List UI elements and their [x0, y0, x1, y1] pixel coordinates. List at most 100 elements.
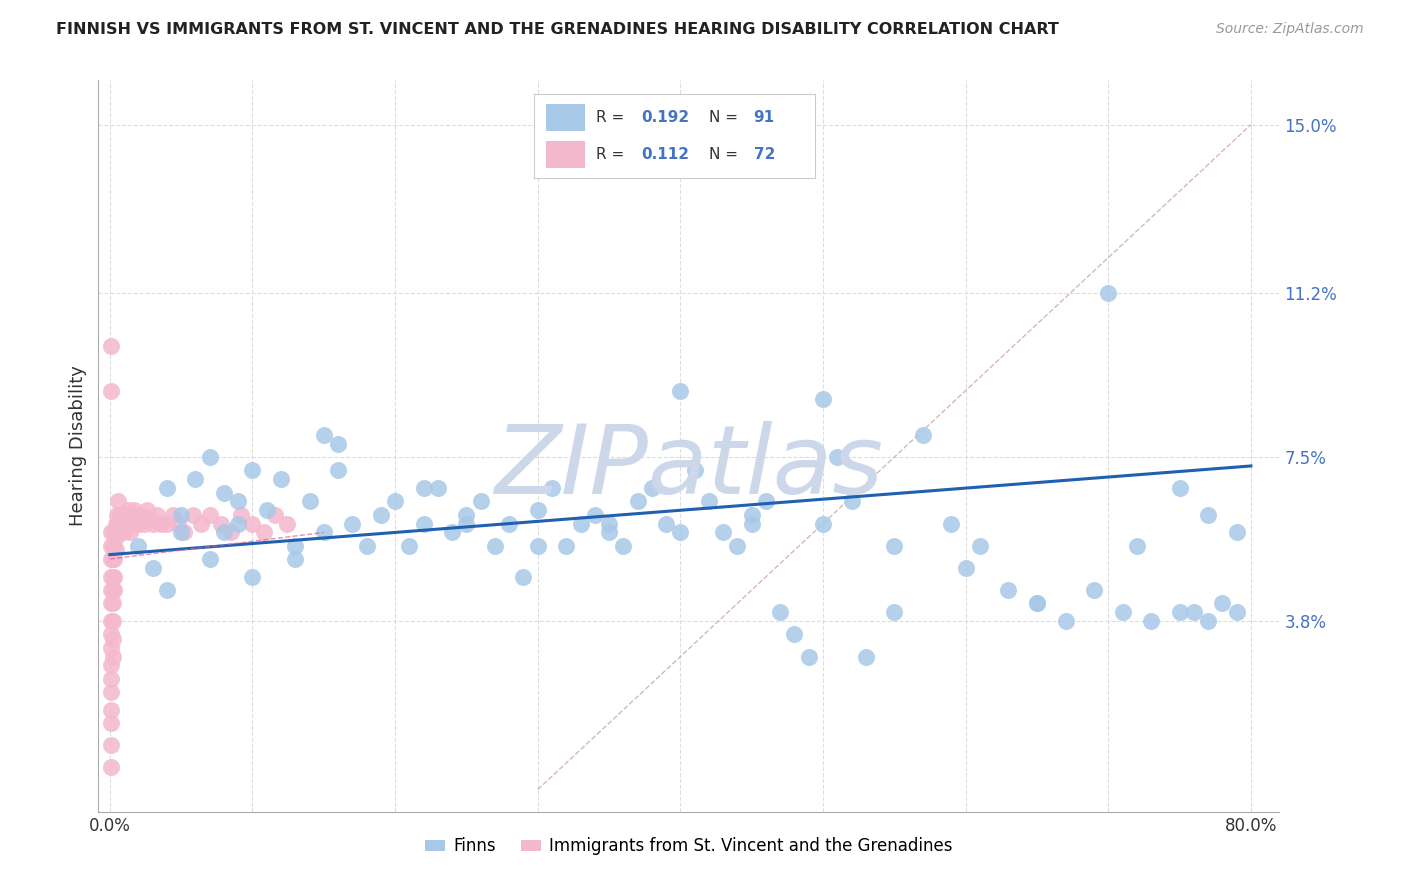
- Point: [284, 539, 307, 553]
- Point: [229, 508, 252, 522]
- Point: [711, 525, 734, 540]
- Point: [555, 539, 578, 553]
- Point: [219, 525, 242, 540]
- Point: [270, 472, 292, 486]
- Point: [181, 508, 204, 522]
- Point: [184, 472, 207, 486]
- Point: [107, 516, 129, 531]
- Point: [741, 516, 763, 531]
- Point: [115, 516, 138, 531]
- Y-axis label: Hearing Disability: Hearing Disability: [69, 366, 87, 526]
- Point: [242, 570, 264, 584]
- Point: [827, 450, 849, 464]
- Point: [1083, 583, 1105, 598]
- Point: [108, 525, 131, 540]
- Point: [100, 658, 122, 673]
- Point: [142, 516, 165, 531]
- Point: [697, 494, 720, 508]
- Point: [456, 508, 478, 522]
- Point: [100, 627, 122, 641]
- Point: [198, 552, 221, 566]
- Text: 91: 91: [754, 110, 775, 125]
- Point: [139, 512, 162, 526]
- Point: [398, 539, 420, 553]
- Point: [156, 583, 179, 598]
- Point: [326, 463, 349, 477]
- Point: [190, 516, 212, 531]
- Point: [253, 525, 276, 540]
- Point: [150, 516, 173, 531]
- Text: 0.112: 0.112: [641, 147, 689, 162]
- Point: [598, 525, 620, 540]
- Point: [100, 583, 122, 598]
- Point: [1182, 605, 1205, 619]
- Point: [100, 738, 122, 752]
- Text: FINNISH VS IMMIGRANTS FROM ST. VINCENT AND THE GRENADINES HEARING DISABILITY COR: FINNISH VS IMMIGRANTS FROM ST. VINCENT A…: [56, 22, 1059, 37]
- Text: N =: N =: [709, 147, 742, 162]
- Point: [226, 516, 249, 531]
- Point: [1211, 596, 1233, 610]
- Point: [1197, 508, 1219, 522]
- Point: [811, 392, 834, 407]
- Point: [103, 583, 125, 598]
- Point: [969, 539, 991, 553]
- Point: [209, 516, 232, 531]
- Point: [101, 614, 124, 628]
- Point: [101, 539, 124, 553]
- Point: [1197, 614, 1219, 628]
- Point: [104, 543, 127, 558]
- Point: [855, 649, 877, 664]
- Point: [100, 716, 122, 731]
- Point: [797, 649, 820, 664]
- Point: [284, 552, 307, 566]
- Point: [170, 525, 193, 540]
- Point: [112, 525, 135, 540]
- Point: [108, 508, 131, 522]
- Point: [1111, 605, 1133, 619]
- Point: [1140, 614, 1163, 628]
- Point: [1126, 539, 1149, 553]
- Point: [170, 508, 193, 522]
- Point: [100, 640, 122, 655]
- Point: [655, 516, 678, 531]
- Point: [498, 516, 520, 531]
- Bar: [546, 141, 585, 169]
- Point: [941, 516, 963, 531]
- Point: [124, 516, 146, 531]
- Point: [598, 516, 620, 531]
- Point: [120, 508, 142, 522]
- Point: [111, 508, 134, 522]
- Point: [811, 516, 834, 531]
- Point: [146, 508, 169, 522]
- Point: [121, 516, 143, 531]
- Point: [683, 463, 706, 477]
- Text: R =: R =: [596, 110, 630, 125]
- Point: [441, 525, 464, 540]
- Point: [312, 525, 335, 540]
- Point: [470, 494, 492, 508]
- Point: [101, 596, 124, 610]
- Point: [100, 384, 122, 398]
- Point: [264, 508, 287, 522]
- Point: [242, 463, 264, 477]
- Point: [100, 672, 122, 686]
- Point: [484, 539, 506, 553]
- Point: [242, 516, 264, 531]
- Point: [569, 516, 592, 531]
- Point: [167, 516, 190, 531]
- Point: [669, 384, 692, 398]
- Point: [101, 570, 124, 584]
- Point: [129, 508, 152, 522]
- Point: [276, 516, 298, 531]
- Point: [641, 481, 664, 495]
- Point: [370, 508, 392, 522]
- Point: [412, 516, 434, 531]
- Point: [426, 481, 449, 495]
- Point: [755, 494, 778, 508]
- Point: [1026, 596, 1049, 610]
- Point: [669, 525, 692, 540]
- Point: [125, 508, 148, 522]
- Point: [741, 508, 763, 522]
- Point: [101, 632, 124, 646]
- Point: [127, 539, 149, 553]
